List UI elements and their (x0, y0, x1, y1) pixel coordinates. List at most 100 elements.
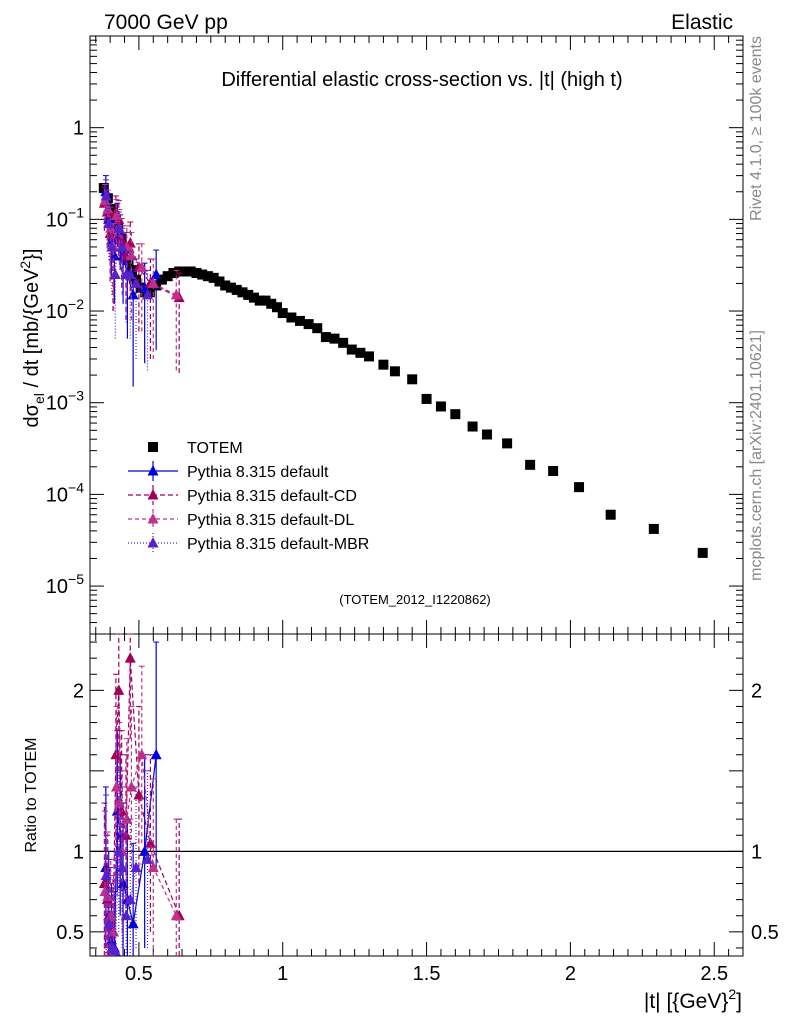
x-tick-label: 1 (277, 963, 288, 985)
ratio-point (150, 748, 162, 760)
data-point-totem (168, 267, 179, 278)
y-tick-label-base: 10 (46, 393, 68, 415)
main-ylabel: dσel / dt [mb/{GeV2}] (17, 249, 47, 428)
legend-marker (148, 442, 158, 452)
ratio-y-tick-label-right: 1 (751, 841, 762, 863)
ratio-point (130, 861, 142, 872)
data-point-totem (197, 269, 208, 280)
y-tick-label-base: 10 (46, 576, 68, 598)
data-point-totem (338, 337, 349, 348)
xlabel-main: |t| [{GeV} (644, 990, 728, 1013)
data-point (100, 189, 112, 201)
ratio-point (133, 789, 145, 800)
ylabel-sub: el (31, 393, 47, 404)
data-point-totem (481, 429, 492, 440)
series-layer (98, 175, 708, 956)
ratio-y-tick-label: 2 (73, 680, 84, 702)
ratio-series-2 (99, 665, 182, 956)
data-point (116, 240, 128, 252)
data-point-totem (421, 393, 432, 404)
data-point (108, 249, 120, 261)
data-point-totem (174, 266, 185, 277)
ratio-point (139, 845, 151, 856)
y-tick-label-base: 10 (46, 301, 68, 323)
legend-entry-4: Pythia 8.315 default-MBR (128, 533, 369, 553)
data-point-totem (243, 289, 254, 300)
data-point-totem (266, 298, 277, 309)
ratio-point (124, 652, 136, 663)
ratio-y-tick-label-right: 2 (751, 680, 762, 702)
legend-label: TOTEM (187, 440, 243, 457)
data-point-totem (214, 276, 225, 287)
ratio-y-tick-label-right: 0.5 (751, 922, 779, 944)
legend-label: Pythia 8.315 default (187, 464, 329, 481)
data-point-totem (435, 401, 446, 412)
series-line (105, 195, 148, 296)
y-tick-label: 1 (73, 118, 84, 140)
data-point (136, 261, 148, 272)
data-point-totem (450, 409, 461, 420)
ratio-point (121, 813, 133, 824)
y-tick-label-base: 10 (46, 484, 68, 506)
header-left: 7000 GeV pp (104, 11, 228, 34)
data-point (147, 277, 159, 288)
data-point-totem (605, 509, 616, 520)
x-tick-label: 1.5 (413, 963, 441, 985)
data-point (113, 222, 125, 233)
ratio-point (147, 861, 159, 872)
data-point-totem (364, 351, 375, 362)
ylabel-sup: 2 (17, 261, 33, 269)
ratio-point (136, 748, 148, 760)
legend-label: Pythia 8.315 default-CD (187, 488, 357, 505)
ratio-point (120, 909, 132, 921)
data-point-totem (271, 302, 282, 313)
ratio-line (105, 851, 148, 953)
data-point-totem (185, 266, 196, 277)
legend-marker (147, 513, 159, 524)
ratio-point (120, 829, 132, 840)
xlabel-end: ] (736, 990, 742, 1013)
y-tick-label: 10−4 (46, 479, 84, 506)
data-point-totem (548, 465, 559, 476)
data-point-totem (329, 333, 340, 344)
x-tick-label: 2.5 (700, 963, 728, 985)
ylabel-end: }] (21, 249, 43, 261)
legend-entry-3: Pythia 8.315 default-DL (128, 509, 354, 529)
data-point-totem (697, 547, 708, 558)
x-tick-label: 0.5 (125, 963, 153, 985)
ratio-point (124, 893, 136, 905)
data-point-totem (312, 323, 323, 334)
ratio-point (113, 845, 125, 856)
legend-label: Pythia 8.315 default-MBR (187, 536, 369, 553)
ratio-point (116, 861, 128, 872)
data-point-totem (106, 203, 117, 214)
data-point-totem (254, 295, 265, 306)
data-point-totem (179, 266, 190, 277)
data-point (170, 288, 182, 300)
y-tick-label-exp: −1 (68, 204, 84, 220)
header-right: Elastic (671, 11, 733, 34)
rivet-label: Rivet 4.1.0, ≥ 100k events (748, 36, 765, 221)
ratio-point (142, 853, 154, 864)
data-point-totem (303, 319, 314, 330)
data-point-totem (525, 459, 536, 470)
data-point-totem (407, 374, 418, 385)
ratio-point (108, 925, 120, 937)
data-point (106, 240, 118, 252)
y-tick-label-exp: −5 (68, 571, 84, 587)
legend-label: Pythia 8.315 default-DL (187, 512, 354, 529)
ratio-point (170, 909, 182, 921)
data-point-totem (208, 272, 219, 283)
y-tick-label-exp: −3 (68, 388, 84, 404)
legend-entry-2: Pythia 8.315 default-CD (128, 485, 357, 505)
xlabel-sup: 2 (728, 986, 736, 1002)
data-point (109, 268, 121, 280)
legend-marker (147, 537, 159, 548)
data-point (130, 277, 142, 288)
xlabel: |t| [{GeV}2] (644, 986, 742, 1013)
data-point (124, 268, 136, 280)
main-title: Differential elastic cross-section vs. |… (221, 69, 622, 91)
ratio-point (117, 877, 129, 889)
data-point-totem (156, 274, 167, 285)
data-point-totem (378, 359, 389, 370)
